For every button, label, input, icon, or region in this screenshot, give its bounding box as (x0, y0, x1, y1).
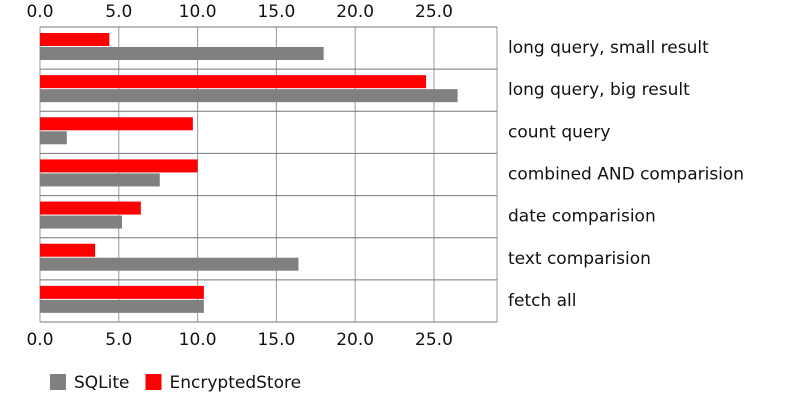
bar (40, 75, 427, 89)
category-label: long query, small result (508, 38, 709, 58)
x-tick-label: 20.0 (336, 2, 374, 22)
x-tick-label: 10.0 (179, 2, 217, 22)
x-tick-label: 15.0 (257, 2, 295, 22)
bar (40, 131, 67, 145)
x-tick-label: 15.0 (257, 330, 295, 350)
x-tick-label: 0.0 (26, 330, 53, 350)
x-tick-label: 20.0 (336, 330, 374, 350)
bar (40, 173, 160, 187)
bar (40, 243, 96, 257)
bar (40, 159, 198, 173)
category-label: text comparision (508, 249, 651, 269)
category-label: long query, big result (508, 80, 690, 100)
bar (40, 201, 141, 215)
x-tick-label: 10.0 (179, 330, 217, 350)
x-tick-label: 5.0 (105, 2, 132, 22)
legend-label: SQLite (74, 373, 130, 393)
bar (40, 117, 193, 131)
category-label: date comparision (508, 207, 656, 227)
bar (40, 257, 299, 271)
bar (40, 89, 458, 103)
bar (40, 299, 204, 313)
bar (40, 215, 122, 229)
category-label: combined AND comparision (508, 165, 744, 185)
bar (40, 47, 324, 60)
legend-label: EncryptedStore (170, 373, 302, 393)
legend-swatch (50, 374, 66, 390)
category-label: fetch all (508, 291, 577, 311)
bar (40, 33, 110, 46)
x-tick-label: 0.0 (26, 2, 53, 22)
category-label: count query (508, 122, 610, 142)
x-tick-label: 25.0 (415, 2, 453, 22)
x-tick-label: 5.0 (105, 330, 132, 350)
legend-swatch (145, 374, 162, 390)
bar (40, 285, 204, 299)
x-tick-label: 25.0 (415, 330, 453, 350)
